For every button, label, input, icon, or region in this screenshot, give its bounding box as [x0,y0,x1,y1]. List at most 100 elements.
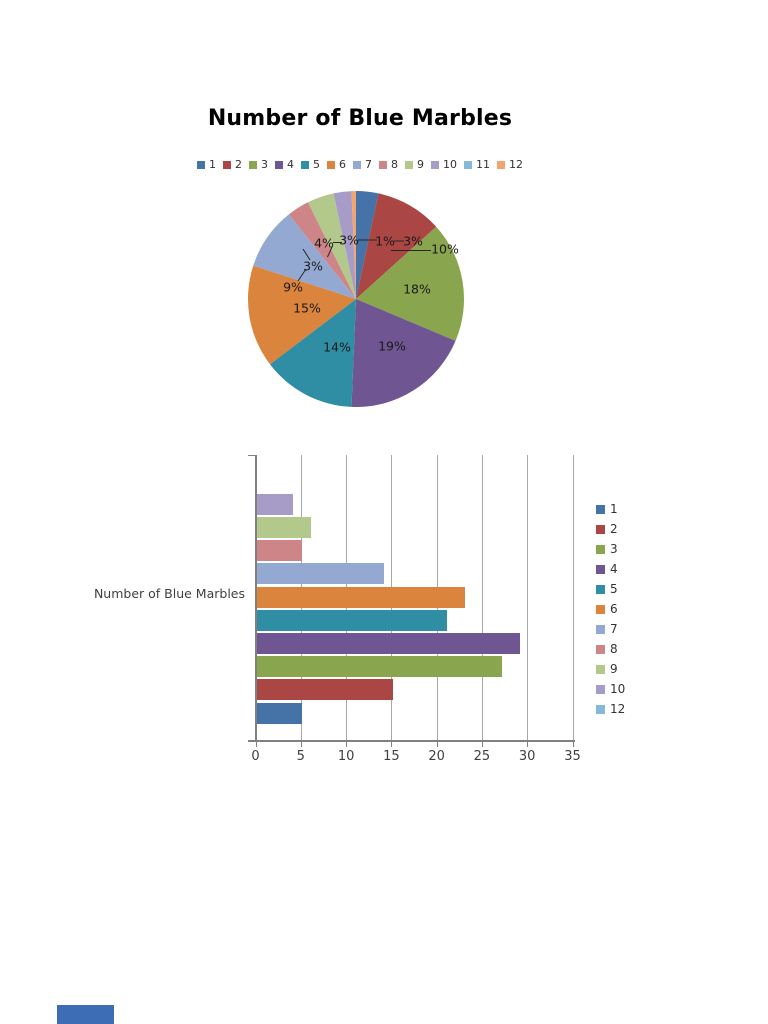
bar-value-axis-line [248,740,575,742]
legend-swatch [301,160,309,169]
bar-category-2 [257,679,393,701]
legend-label: 1 [610,502,618,516]
legend-swatch [596,644,605,654]
label-leader-line [327,246,333,258]
page-load-artifact [57,1005,114,1024]
bar-legend-item: 5 [596,582,618,596]
value-axis-tick-label: 20 [428,749,445,764]
pie-data-label-4: 19% [378,339,406,354]
value-axis-tick-label: 15 [383,749,400,764]
value-axis-tick-label: 35 [564,749,581,764]
bar-legend-item: 8 [596,642,618,656]
legend-swatch [353,160,361,169]
legend-swatch [596,684,605,694]
pie-legend-item: 8 [379,158,398,171]
pie-slice-8 [288,202,356,299]
pie-data-label-12: 1% [375,234,395,249]
pie-legend-item: 12 [497,158,523,171]
pie-legend-item: 5 [301,158,320,171]
bar-category-6 [257,586,466,608]
legend-swatch [379,160,387,169]
pie-legend: 1 2 3 4 5 6 7 8 9 10 11 12 [0,158,720,171]
label-leader-line [297,268,307,282]
axis-top-tick [248,455,255,456]
axis-tick [391,742,393,747]
legend-label: 7 [610,622,618,636]
bar-category-4 [257,632,520,654]
legend-label: 8 [610,642,618,656]
bar-category-axis-line [255,455,257,741]
axis-tick [300,742,302,747]
label-leader-line [302,248,311,261]
legend-label: 5 [610,582,618,596]
legend-swatch [197,160,205,169]
legend-swatch [249,160,257,169]
legend-swatch [327,160,335,169]
pie-legend-item: 4 [275,158,294,171]
legend-label: 2 [610,522,618,536]
pie-data-label-3: 18% [403,282,431,297]
pie-data-label-9: 4% [314,236,334,251]
pie-slice-4 [351,299,456,408]
bar-legend-item: 12 [596,702,625,716]
bar-legend-item: 2 [596,522,618,536]
legend-swatch [275,160,283,169]
bar-category-10 [257,493,294,515]
legend-label: 6 [339,158,346,171]
axis-tick [527,742,529,747]
pie-data-label-10: 3% [339,233,359,248]
bar-category-7 [257,563,384,585]
pie-data-label-6: 15% [293,301,321,316]
legend-swatch [497,160,505,169]
legend-label: 9 [610,662,618,676]
legend-swatch [464,160,472,169]
gridline [572,455,574,740]
legend-label: 7 [365,158,372,171]
legend-swatch [596,504,605,514]
bar-legend-item: 9 [596,662,618,676]
axis-tick [481,742,483,747]
bar-legend-item: 1 [596,502,618,516]
pie-data-label-5: 14% [323,340,351,355]
bar-category-1 [257,702,303,724]
legend-swatch [596,564,605,574]
bar-legend-item: 6 [596,602,618,616]
legend-swatch [596,604,605,614]
axis-tick [572,742,574,747]
pie-slice-1 [356,191,379,299]
pie-slice-3 [356,226,464,341]
value-axis-tick-label: 5 [296,749,305,764]
bar-category-3 [257,656,502,678]
pie-data-label-1: 3% [403,234,423,249]
pie-legend-item: 6 [327,158,346,171]
bar-legend-item: 10 [596,682,625,696]
legend-label: 8 [391,158,398,171]
pie-legend-item: 7 [353,158,372,171]
value-axis-tick-label: 0 [251,749,260,764]
pie-legend-item: 10 [431,158,457,171]
pie-legend-item: 3 [249,158,268,171]
legend-swatch [431,160,439,169]
legend-swatch [596,524,605,534]
gridline [481,455,483,740]
axis-tick [436,742,438,747]
legend-label: 12 [509,158,523,171]
legend-label: 4 [287,158,294,171]
legend-label: 1 [209,158,216,171]
pie-slice-2 [356,193,437,299]
value-axis-tick-label: 10 [337,749,355,764]
legend-label: 2 [235,158,242,171]
bar-legend-item: 3 [596,542,618,556]
pie-slice-5 [269,299,356,407]
pie-slice-9 [307,193,356,299]
legend-swatch [596,624,605,634]
legend-label: 3 [610,542,618,556]
pie-data-label-8: 3% [303,259,323,274]
pie-legend-item: 9 [405,158,424,171]
legend-label: 5 [313,158,320,171]
bar-legend-item: 7 [596,622,618,636]
legend-swatch [223,160,231,169]
pie-data-label-7: 9% [283,280,303,295]
